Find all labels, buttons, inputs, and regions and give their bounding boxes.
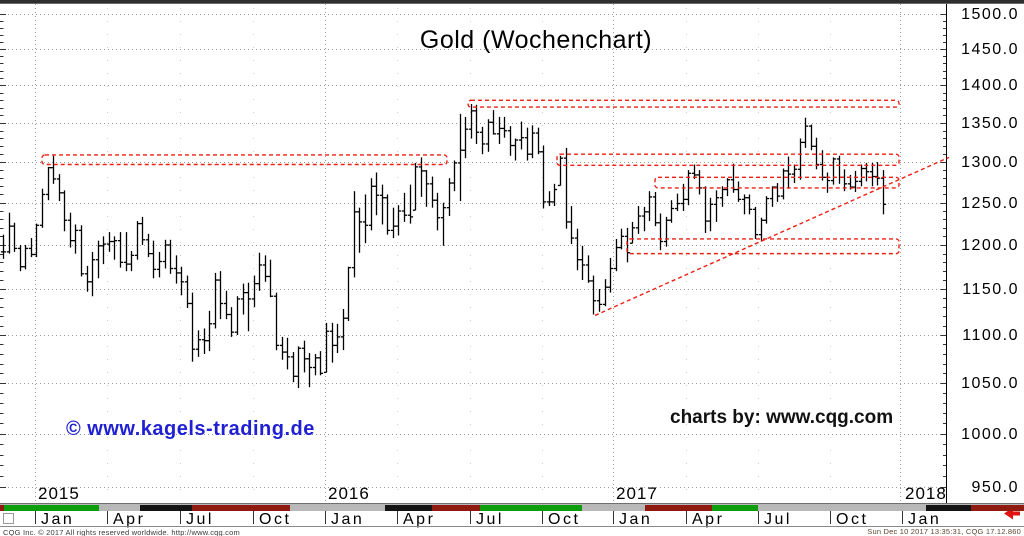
price-tick-label: 1100.0 [962, 326, 1019, 344]
ascending-trendline [594, 156, 950, 317]
colorbar-segment [971, 505, 1024, 511]
resistance-zone-1375 [467, 99, 900, 108]
month-label: Oct [836, 511, 869, 528]
price-tick-label: 1450.0 [961, 40, 1019, 58]
scroll-left-arrow-icon[interactable] [1004, 507, 1020, 520]
chart-title: Gold (Wochenchart) [419, 26, 653, 54]
colorbar-segment [140, 505, 192, 511]
price-tick-label: 1050.0 [961, 374, 1019, 392]
price-tick-label: 1400.0 [961, 76, 1019, 94]
colorbar-segment [4, 505, 99, 511]
price-tick-label: 1000.0 [961, 425, 1019, 443]
window-top-bar [0, 0, 1024, 4]
colorbar-segment [290, 505, 385, 511]
month-label: Jan [619, 511, 653, 528]
price-tick-label: 1200.0 [961, 236, 1019, 254]
month-label: Jul [186, 511, 214, 528]
colorbar-segment [758, 505, 926, 511]
colorbar-segment [385, 505, 432, 511]
colorbar-segment [432, 505, 480, 511]
price-tick-label: 1350.0 [961, 114, 1019, 132]
axis-checkbox[interactable] [3, 513, 14, 524]
month-label: Apr [692, 511, 725, 528]
resistance-zone-1275 [654, 176, 900, 189]
colorbar-segment [480, 505, 582, 511]
month-label: Oct [548, 511, 581, 528]
year-label: 2015 [38, 484, 80, 503]
price-tick-label: 1300.0 [961, 153, 1019, 171]
colorbar-segment [0, 505, 4, 511]
colorbar-segment [645, 505, 712, 511]
colorbar-segment [192, 505, 290, 511]
month-label: Jul [764, 511, 792, 528]
footer-divider [0, 526, 1024, 527]
colorbar-segment [582, 505, 645, 511]
month-label: Jan [331, 511, 365, 528]
colorbar-segment [712, 505, 758, 511]
month-label: Apr [113, 511, 146, 528]
month-label: Jan [41, 511, 75, 528]
price-tick-label: 1500.0 [961, 5, 1019, 23]
month-label: Jul [476, 511, 504, 528]
price-tick-label: 950.0 [971, 478, 1019, 496]
colorbar-segment [926, 505, 971, 511]
price-tick-label: 1250.0 [961, 194, 1019, 212]
year-label: 2016 [328, 484, 370, 503]
month-label: Apr [403, 511, 436, 528]
kagels-trading-watermark: © www.kagels-trading.de [66, 418, 315, 440]
colorbar-segment [99, 505, 140, 511]
cqg-watermark: charts by: www.cqg.com [670, 407, 894, 428]
footer-copyright: CQG Inc. © 2017 All rights reserved worl… [3, 528, 240, 536]
month-label: Oct [259, 511, 292, 528]
footer-timestamp: Sun Dec 10 2017 13:35:31, CQG 17.12.860 [867, 527, 1021, 536]
timeline-colorbar[interactable] [0, 503, 1024, 511]
price-tick-label: 1150.0 [962, 280, 1019, 298]
resistance-zone-1300-2015 [41, 154, 448, 166]
year-label: 2018 [905, 484, 947, 503]
month-label: Jan [908, 511, 942, 528]
support-zone-1200 [626, 238, 900, 255]
resistance-zone-1300-2017 [556, 153, 900, 166]
year-label: 2017 [616, 484, 658, 503]
